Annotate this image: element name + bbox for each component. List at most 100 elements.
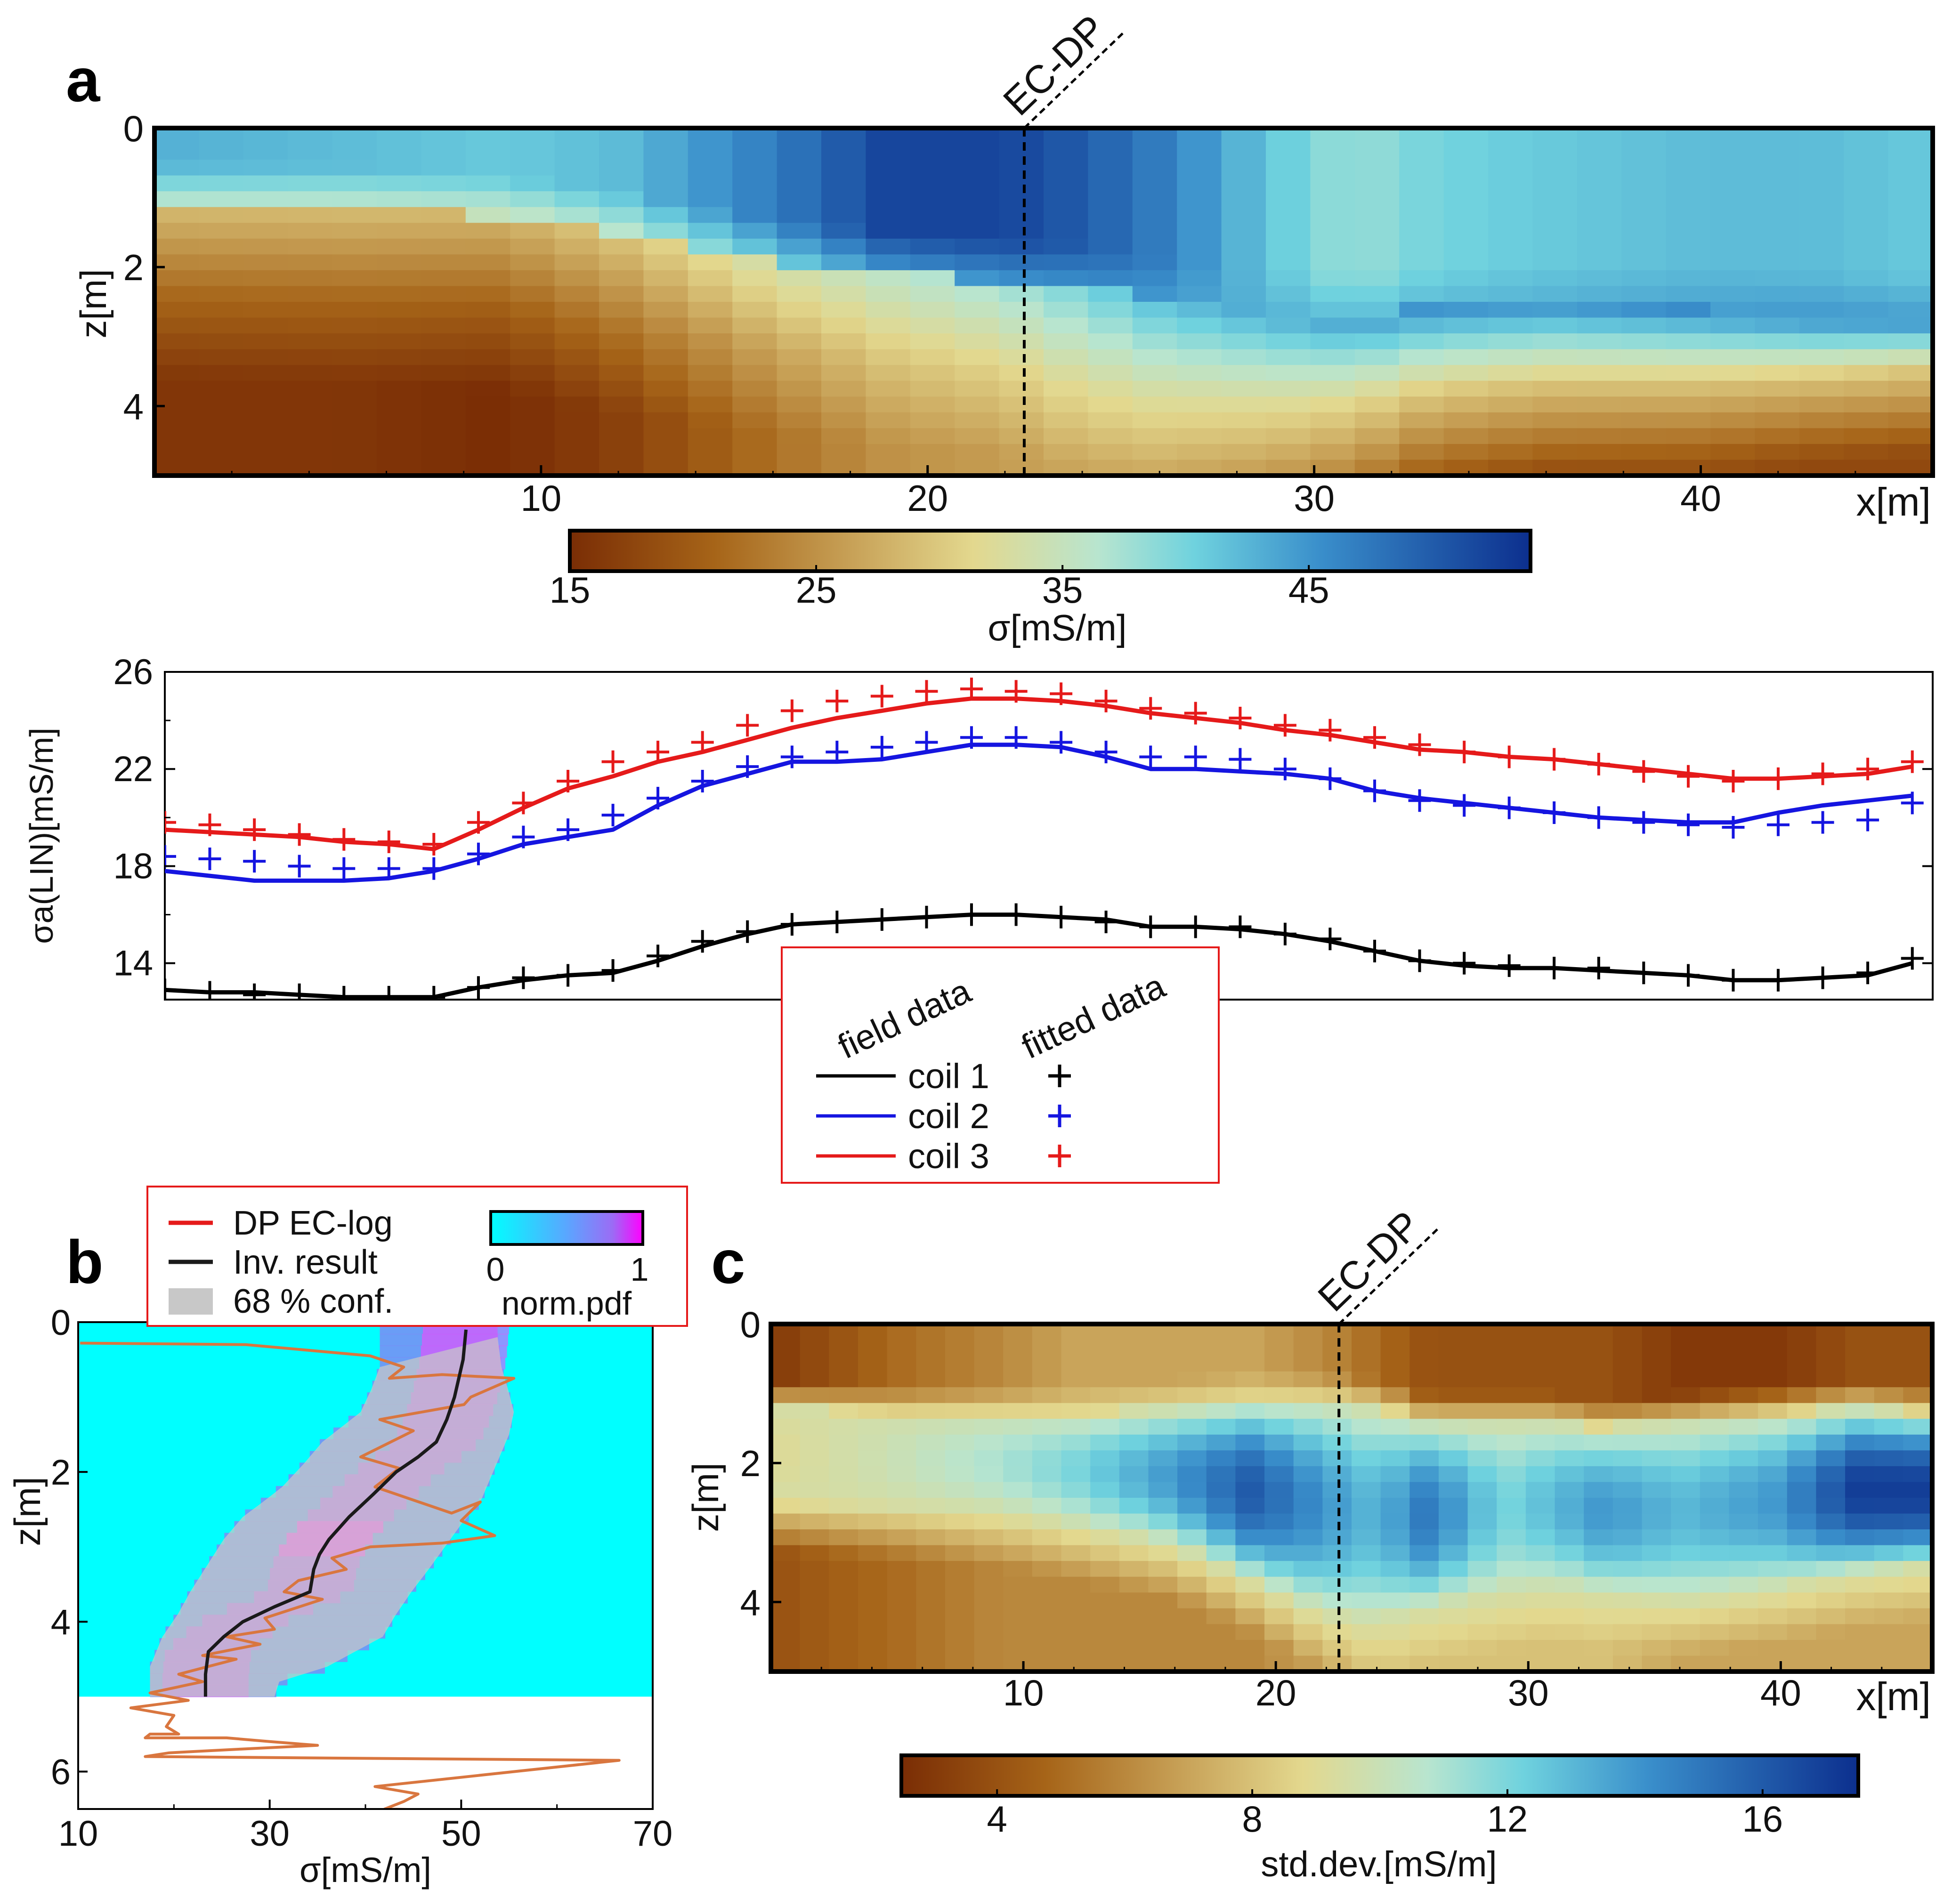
section-c-heatmap <box>771 1324 1932 1672</box>
section-a-cell <box>421 160 466 176</box>
section-c-cell <box>1235 1608 1265 1625</box>
section-c-cell <box>1555 1592 1585 1609</box>
section-a-cell <box>465 191 511 208</box>
section-c-cell <box>1032 1608 1062 1625</box>
section-a-cell <box>1577 302 1622 318</box>
section-c-cell <box>887 1340 917 1357</box>
section-a-cell <box>955 333 1000 350</box>
section-c-cell <box>1787 1640 1817 1656</box>
section-a-cell <box>1755 380 1800 397</box>
section-a-cell <box>554 223 599 239</box>
section-c-cell <box>829 1576 859 1593</box>
section-a-cell <box>1755 254 1800 271</box>
section-a-cell <box>1266 160 1311 176</box>
section-a-cell <box>1177 317 1222 334</box>
section-c-cell <box>1409 1592 1439 1609</box>
series-marker-coil-2 <box>422 857 445 880</box>
section-a-cell <box>1177 270 1222 287</box>
section-c-cell <box>1642 1624 1672 1640</box>
section-c-cell <box>1758 1466 1788 1483</box>
section-a-cell <box>332 380 377 397</box>
section-a-cell <box>154 444 200 460</box>
section-a-cell <box>1888 317 1933 334</box>
section-c-cell <box>1090 1561 1120 1577</box>
section-a-cell <box>1266 428 1311 444</box>
section-a-cell <box>421 254 466 271</box>
section-a-cell <box>866 238 911 255</box>
section-a-cell <box>377 238 422 255</box>
section-c-cell <box>1032 1529 1062 1546</box>
section-a-cell <box>1088 286 1133 302</box>
colorbar-c-tick-label: 16 <box>1742 1798 1783 1840</box>
section-c-cell <box>945 1466 975 1483</box>
section-a-cell <box>1577 317 1622 334</box>
section-c-cell <box>1061 1529 1091 1546</box>
series-marker-coil-1 <box>1722 969 1745 992</box>
section-a-cell <box>1621 191 1667 208</box>
section-c-cell <box>1352 1387 1381 1404</box>
series-marker-coil-1 <box>780 913 803 936</box>
section-c-cell <box>1816 1356 1846 1372</box>
section-a-cell <box>777 160 822 176</box>
section-c-cell <box>916 1324 946 1341</box>
section-c-cell <box>858 1340 888 1357</box>
section-c-cell <box>1497 1624 1526 1640</box>
series-marker-coil-1 <box>915 905 938 929</box>
section-c-cell <box>1555 1356 1585 1372</box>
section-a-cell <box>866 223 911 239</box>
legend-pdf-colorbar <box>489 1210 644 1246</box>
section-c-cell <box>800 1482 830 1498</box>
section-c-cell <box>1177 1356 1207 1372</box>
section-a-cell <box>599 380 644 397</box>
section-c-cell <box>829 1592 859 1609</box>
section-c-cell <box>1874 1561 1904 1577</box>
section-c-cell <box>1380 1387 1410 1404</box>
section-c-cell <box>1497 1608 1526 1625</box>
section-a-cell <box>1266 460 1311 476</box>
section-a-cell <box>1577 460 1622 476</box>
section-a-cell <box>955 460 1000 476</box>
section-c-cell <box>1235 1656 1265 1672</box>
section-a-cell <box>510 444 555 460</box>
section-c-cell <box>1322 1466 1352 1483</box>
series-marker-coil-1 <box>736 920 759 943</box>
section-c-cell <box>1264 1387 1294 1404</box>
section-c-cell <box>1787 1513 1817 1530</box>
section-c-cell <box>1816 1498 1846 1514</box>
section-c-cell <box>771 1545 801 1562</box>
section-c-cell <box>1061 1561 1091 1577</box>
section-c-cell <box>1438 1576 1468 1593</box>
section-a-cell <box>1132 160 1178 176</box>
section-c-cell <box>1438 1466 1468 1483</box>
section-a-cell <box>1088 365 1133 381</box>
section-a-cell <box>554 460 599 476</box>
section-a-cell <box>1488 128 1533 145</box>
section-c-cell <box>1293 1387 1323 1404</box>
section-a-cell <box>955 160 1000 176</box>
section-a-cell <box>1888 191 1933 208</box>
section-a-cell <box>821 160 867 176</box>
section-c-cell <box>1845 1624 1875 1640</box>
section-c-cell <box>800 1403 830 1420</box>
series-marker-coil-3 <box>960 678 983 701</box>
section-c-cell <box>1497 1656 1526 1672</box>
section-a-cell <box>1532 365 1578 381</box>
section-a-cell <box>554 302 599 318</box>
section-c-cell <box>1612 1403 1643 1420</box>
section-c-cell <box>1874 1340 1904 1357</box>
section-c-cell <box>1061 1419 1091 1435</box>
section-a-cell <box>1710 460 1756 476</box>
section-a-cell <box>332 160 377 176</box>
section-a-cell <box>554 286 599 302</box>
section-a-cell <box>910 302 956 318</box>
series-marker-coil-3 <box>1856 758 1879 781</box>
section-c-cell <box>800 1529 830 1546</box>
section-c-cell <box>1003 1640 1033 1656</box>
section-c-frame <box>769 1322 1935 1674</box>
section-c-cell <box>1264 1340 1294 1357</box>
section-a-cell <box>866 396 911 413</box>
series-marker-coil-3 <box>1543 748 1566 771</box>
section-a-cell <box>554 144 599 161</box>
section-c-cell <box>1758 1498 1788 1514</box>
section-a-cell <box>1310 191 1355 208</box>
